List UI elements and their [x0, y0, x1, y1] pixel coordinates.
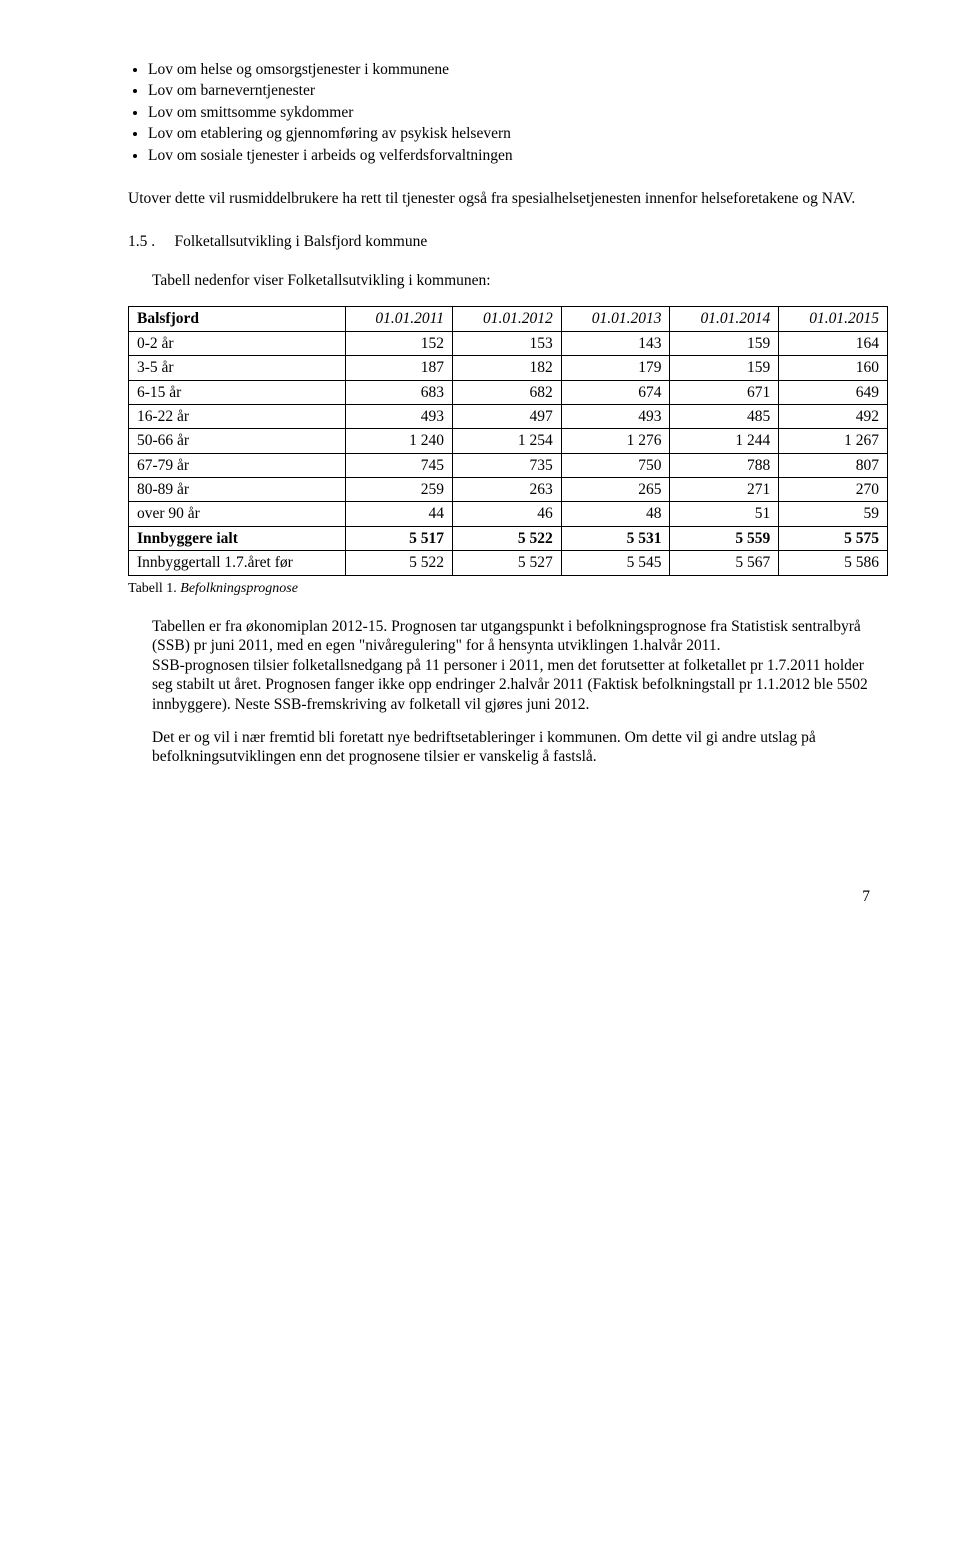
cell-value: 807: [779, 453, 888, 477]
cell-value: 5 545: [561, 551, 670, 575]
cell-value: 46: [452, 502, 561, 526]
population-table: Balsfjord 01.01.2011 01.01.2012 01.01.20…: [128, 306, 888, 575]
cell-value: 160: [779, 356, 888, 380]
row-label: 80-89 år: [129, 478, 346, 502]
cell-value: 5 559: [670, 526, 779, 550]
cell-value: 143: [561, 331, 670, 355]
cell-value: 493: [345, 404, 452, 428]
cell-value: 164: [779, 331, 888, 355]
cell-value: 182: [452, 356, 561, 380]
body-paragraph: Tabellen er fra økonomiplan 2012-15. Pro…: [80, 617, 880, 656]
table-header-row: Balsfjord 01.01.2011 01.01.2012 01.01.20…: [129, 307, 888, 331]
cell-value: 1 254: [452, 429, 561, 453]
cell-value: 683: [345, 380, 452, 404]
cell-value: 1 276: [561, 429, 670, 453]
intro-paragraph: Utover dette vil rusmiddelbrukere ha ret…: [80, 189, 880, 208]
section-number: 1.5 .: [128, 233, 155, 250]
cell-value: 5 531: [561, 526, 670, 550]
cell-value: 735: [452, 453, 561, 477]
table-row: 16-22 år493497493485492: [129, 404, 888, 428]
row-label: 50-66 år: [129, 429, 346, 453]
caption-italic: Befolkningsprognose: [180, 581, 298, 596]
cell-value: 59: [779, 502, 888, 526]
cell-value: 187: [345, 356, 452, 380]
table-row: 67-79 år745735750788807: [129, 453, 888, 477]
cell-value: 671: [670, 380, 779, 404]
cell-value: 750: [561, 453, 670, 477]
bullet-item: Lov om barneverntjenester: [148, 81, 880, 100]
cell-value: 271: [670, 478, 779, 502]
cell-value: 259: [345, 478, 452, 502]
cell-value: 5 522: [345, 551, 452, 575]
bullet-item: Lov om etablering og gjennomføring av ps…: [148, 124, 880, 143]
table-row: over 90 år4446485159: [129, 502, 888, 526]
cell-value: 497: [452, 404, 561, 428]
cell-value: 270: [779, 478, 888, 502]
table-row: 50-66 år1 2401 2541 2761 2441 267: [129, 429, 888, 453]
cell-value: 492: [779, 404, 888, 428]
cell-value: 788: [670, 453, 779, 477]
cell-value: 159: [670, 356, 779, 380]
row-label: Innbyggere ialt: [129, 526, 346, 550]
cell-value: 674: [561, 380, 670, 404]
cell-value: 1 240: [345, 429, 452, 453]
table-row: Innbyggertall 1.7.året før5 5225 5275 54…: [129, 551, 888, 575]
cell-value: 152: [345, 331, 452, 355]
table-col-header: 01.01.2015: [779, 307, 888, 331]
cell-value: 179: [561, 356, 670, 380]
cell-value: 5 522: [452, 526, 561, 550]
row-label: 0-2 år: [129, 331, 346, 355]
cell-value: 1 244: [670, 429, 779, 453]
cell-value: 265: [561, 478, 670, 502]
caption-prefix: Tabell 1.: [128, 581, 180, 596]
row-label: 67-79 år: [129, 453, 346, 477]
body-text: Tabellen er fra økonomiplan 2012-15. Pro…: [152, 618, 861, 654]
section-title: Folketallsutvikling i Balsfjord kommune: [175, 233, 428, 250]
bullet-item: Lov om helse og omsorgstjenester i kommu…: [148, 60, 880, 79]
table-row: Innbyggere ialt5 5175 5225 5315 5595 575: [129, 526, 888, 550]
table-col-header: 01.01.2014: [670, 307, 779, 331]
row-label: 16-22 år: [129, 404, 346, 428]
table-row: 0-2 år152153143159164: [129, 331, 888, 355]
cell-value: 5 517: [345, 526, 452, 550]
cell-value: 485: [670, 404, 779, 428]
cell-value: 5 586: [779, 551, 888, 575]
section-heading: 1.5 . Folketallsutvikling i Balsfjord ko…: [80, 232, 880, 251]
cell-value: 1 267: [779, 429, 888, 453]
cell-value: 263: [452, 478, 561, 502]
body-paragraph: Det er og vil i nær fremtid bli foretatt…: [80, 728, 880, 767]
cell-value: 159: [670, 331, 779, 355]
row-label: Innbyggertall 1.7.året før: [129, 551, 346, 575]
row-label: 6-15 år: [129, 380, 346, 404]
cell-value: 5 567: [670, 551, 779, 575]
row-label: over 90 år: [129, 502, 346, 526]
cell-value: 153: [452, 331, 561, 355]
bullet-item: Lov om sosiale tjenester i arbeids og ve…: [148, 146, 880, 165]
cell-value: 44: [345, 502, 452, 526]
cell-value: 493: [561, 404, 670, 428]
table-corner-label: Balsfjord: [129, 307, 346, 331]
bullet-item: Lov om smittsomme sykdommer: [148, 103, 880, 122]
body-paragraph: SSB-prognosen tilsier folketallsnedgang …: [80, 656, 880, 714]
cell-value: 48: [561, 502, 670, 526]
cell-value: 5 527: [452, 551, 561, 575]
page-number: 7: [80, 887, 880, 906]
table-row: 6-15 år683682674671649: [129, 380, 888, 404]
table-row: 80-89 år259263265271270: [129, 478, 888, 502]
table-col-header: 01.01.2013: [561, 307, 670, 331]
table-caption: Tabell 1. Befolkningsprognose: [80, 580, 880, 598]
cell-value: 51: [670, 502, 779, 526]
bullet-list: Lov om helse og omsorgstjenester i kommu…: [80, 60, 880, 165]
cell-value: 682: [452, 380, 561, 404]
row-label: 3-5 år: [129, 356, 346, 380]
table-row: 3-5 år187182179159160: [129, 356, 888, 380]
cell-value: 745: [345, 453, 452, 477]
table-col-header: 01.01.2012: [452, 307, 561, 331]
cell-value: 5 575: [779, 526, 888, 550]
table-col-header: 01.01.2011: [345, 307, 452, 331]
cell-value: 649: [779, 380, 888, 404]
table-intro-text: Tabell nedenfor viser Folketallsutviklin…: [80, 271, 880, 290]
